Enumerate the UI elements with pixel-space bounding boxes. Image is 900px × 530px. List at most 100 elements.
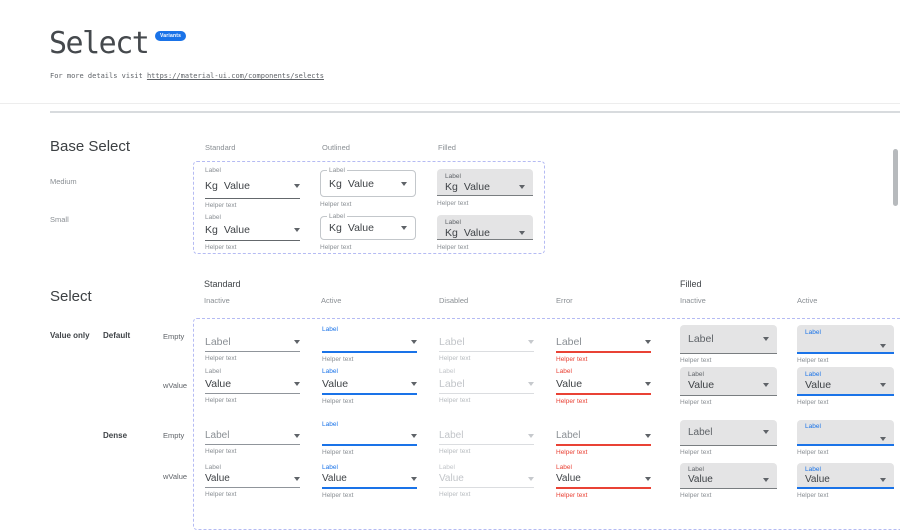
section-divider [50,111,900,113]
select-control[interactable]: Label [556,334,651,353]
select-filled-active-empty: Label Helper text [797,325,894,364]
select-control[interactable]: Label Kg Value [437,169,533,196]
dropdown-arrow-icon [519,185,525,189]
dropdown-arrow-icon [411,433,417,438]
select-control[interactable]: Label [439,429,534,445]
select-control[interactable]: Label [205,334,300,352]
dropdown-arrow-icon [880,477,886,482]
select-standard-error-wvalue: Label Value Helper text [556,367,651,405]
dropdown-arrow-icon [645,381,651,386]
helper-text: Helper text [439,448,471,455]
dropdown-arrow-icon [294,183,300,188]
floating-label: Label [205,167,221,174]
dropdown-arrow-icon [645,339,651,344]
row-label-dense-wvalue: wValue [163,472,188,481]
floating-label: Label [688,466,704,473]
select-value: Value [223,179,250,192]
column-header-filled: Filled [438,143,456,152]
select-control[interactable]: Label Value [797,463,894,489]
floating-label [556,325,651,334]
select-standard-active-empty: Label Helper text [322,325,417,363]
select-standard-inactive-wvalue: Label Value Helper text [205,367,300,404]
select-control[interactable]: Label [797,420,894,446]
select-control[interactable]: Label [680,420,777,446]
select-value: Label [439,377,465,390]
row-label-dense-empty: Empty [163,431,185,440]
row-label-empty: Empty [163,332,185,341]
select-value: Label [556,335,582,348]
helper-text: Helper text [205,202,237,209]
dropdown-arrow-icon [294,339,300,344]
floating-label: Label [205,368,221,375]
select-value: Label [556,430,581,441]
select-value: Value [347,222,374,234]
base-filled-medium: Label Kg Value Helper text [437,169,533,207]
select-control[interactable]: Label [797,325,894,354]
floating-label: Label [688,371,704,378]
select-standard-inactive-dense-wvalue: Label Value Helper text [205,463,300,498]
helper-text: Helper text [680,449,712,456]
select-standard-active-dense-empty: Label Helper text [322,420,417,456]
select-control[interactable]: Label Value [797,367,894,396]
select-control[interactable]: Label [680,325,777,354]
select-control[interactable]: Label [439,334,534,352]
select-value: Value [347,177,374,190]
helper-text: Helper text [205,244,237,251]
floating-label: Label [205,214,221,221]
select-control[interactable]: Value [322,376,417,395]
select-control[interactable]: Label Value [680,367,777,396]
select-control[interactable]: Label [205,429,300,445]
select-control[interactable]: Label Value [680,463,777,489]
select-control[interactable] [322,334,417,353]
select-standard-disabled-dense-wvalue: Label Value Helper text [439,463,534,498]
floating-label: Label [322,464,338,471]
state-header-inactive: Inactive [204,296,230,305]
base-select-dashed-frame [193,161,545,254]
dropdown-arrow-icon [763,430,769,434]
helper-text: Helper text [322,398,354,405]
select-control[interactable]: Value [322,472,417,489]
select-control[interactable]: Value [205,376,300,394]
dropdown-arrow-icon [401,226,407,230]
dropdown-arrow-icon [294,228,300,232]
state-header-filled-active: Active [797,296,818,305]
floating-label: Label [322,421,338,428]
select-standard-active-wvalue: Label Value Helper text [322,367,417,405]
select-control[interactable] [322,429,417,446]
helper-text: Helper text [556,449,588,456]
select-control[interactable]: Label [556,429,651,446]
select-control[interactable]: Label Kg Value [437,215,533,240]
adornment: Kg [445,181,458,193]
subtitle-text: For more details visit [50,72,147,80]
row-group-dense: Dense [103,431,128,440]
dropdown-arrow-icon [294,433,300,438]
select-value: Value [205,473,230,484]
dropdown-arrow-icon [645,476,651,481]
state-header-filled-inactive: Inactive [680,296,706,305]
select-value: Value [805,474,830,485]
select-control[interactable]: Value [205,472,300,488]
material-ui-link[interactable]: https://material-ui.com/components/selec… [146,72,324,80]
select-control[interactable]: Kg Value [205,222,300,241]
floating-label: Label [439,368,455,375]
scrollbar-thumb[interactable] [893,149,898,206]
select-standard-inactive-dense-empty: Label Helper text [205,420,300,455]
dropdown-arrow-icon [401,181,407,186]
select-value: Label [439,335,465,348]
select-control[interactable]: Value [556,472,651,489]
select-standard-inactive-empty: Label Helper text [205,325,300,362]
adornment: Kg [329,222,342,234]
column-header-standard: Standard [205,143,236,152]
helper-text: Helper text [797,492,829,499]
select-control[interactable]: Label [439,376,534,394]
select-control[interactable]: Label Kg Value [320,167,416,197]
select-control[interactable]: Value [556,376,651,395]
select-value: Label [439,430,464,441]
select-control[interactable]: Label Kg Value [320,213,416,240]
select-control[interactable]: Kg Value [205,175,300,199]
helper-text: Helper text [556,398,588,405]
helper-text: Helper text [680,399,712,406]
floating-label: Label [805,466,821,473]
select-control[interactable]: Value [439,472,534,488]
floating-label: Label [205,464,221,471]
